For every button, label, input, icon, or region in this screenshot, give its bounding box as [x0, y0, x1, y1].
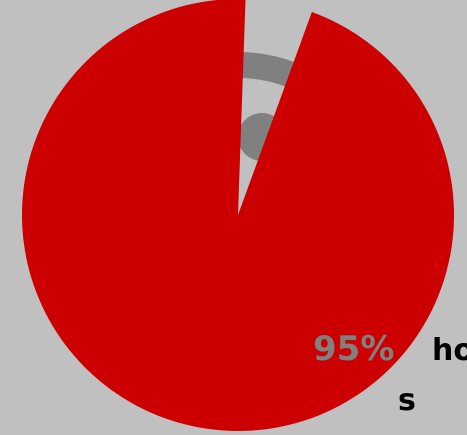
pie-slices — [22, 0, 454, 431]
slice-data-label: 95% — [313, 329, 394, 369]
caption-line-1: ho — [432, 333, 467, 368]
caption-line-2: s — [398, 383, 416, 418]
pie-slice-0 — [22, 0, 454, 431]
